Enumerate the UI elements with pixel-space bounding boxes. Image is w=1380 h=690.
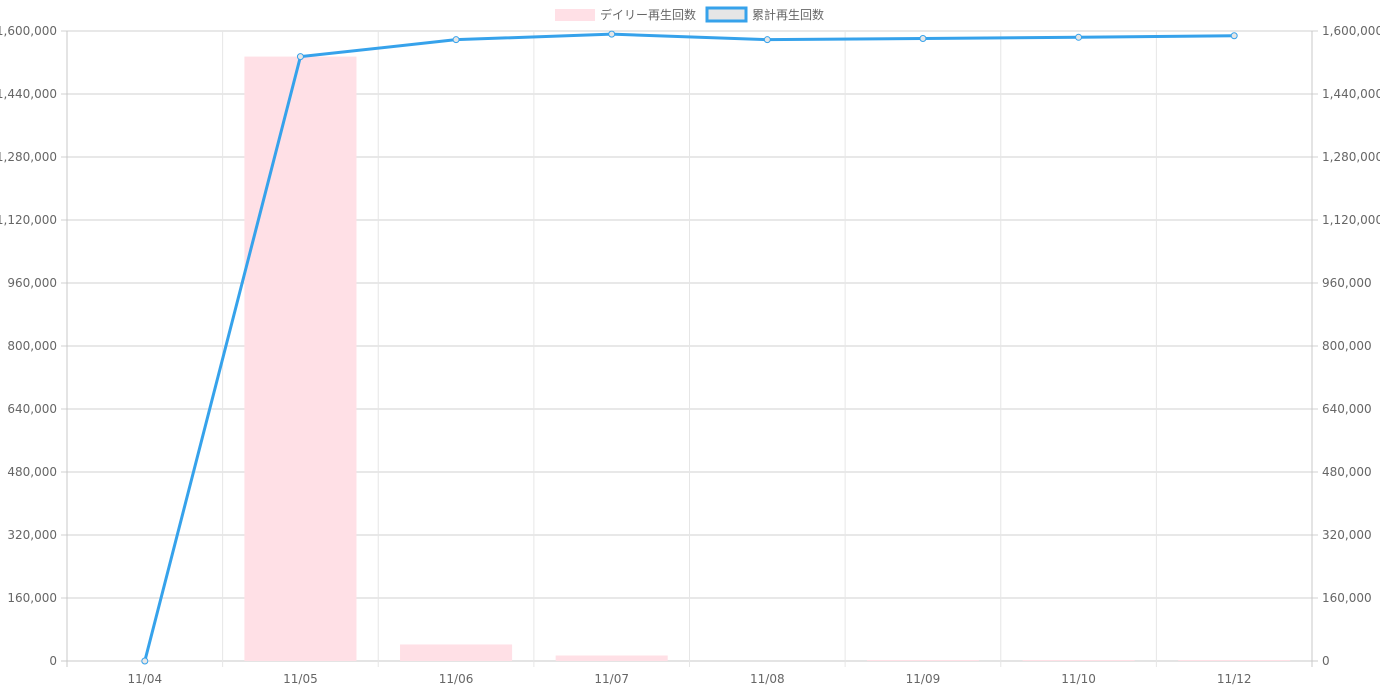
- legend-label-daily: デイリー再生回数: [600, 7, 696, 22]
- y-tick-label-left: 320,000: [7, 528, 57, 542]
- x-tick-label: 11/06: [439, 672, 474, 686]
- legend-item-cumulative[interactable]: 累計再生回数: [705, 6, 824, 23]
- y-tick-label-left: 1,120,000: [0, 213, 57, 227]
- point-cumulative[interactable]: [296, 53, 304, 61]
- y-tick-label-right: 1,120,000: [1322, 213, 1380, 227]
- y-tick-label-right: 800,000: [1322, 339, 1372, 353]
- axes: 0 0 160,000 160,000 320,000 320,000 480,000 480…: [0, 24, 1380, 686]
- y-tick-label-right: 0: [1322, 654, 1330, 668]
- legend[interactable]: デイリー再生回数 累計再生回数: [555, 6, 824, 23]
- point-cumulative[interactable]: [919, 34, 927, 42]
- x-tick-label: 11/08: [750, 672, 785, 686]
- x-tick-label: 11/09: [906, 672, 941, 686]
- y-tick-label-left: 160,000: [7, 591, 57, 605]
- legend-swatch-cumulative: [705, 6, 748, 23]
- bar-daily[interactable]: [400, 644, 513, 661]
- y-tick-label-right: 1,280,000: [1322, 150, 1380, 164]
- legend-swatch-daily: [555, 9, 595, 21]
- bar-daily[interactable]: [1178, 660, 1291, 661]
- bar-daily[interactable]: [244, 56, 357, 661]
- bar-daily[interactable]: [1022, 660, 1135, 661]
- bar-daily[interactable]: [555, 655, 668, 661]
- point-cumulative[interactable]: [763, 36, 771, 44]
- bar-daily[interactable]: [866, 660, 979, 661]
- point-cumulative[interactable]: [452, 36, 460, 44]
- line-cumulative: [143, 32, 1235, 662]
- y-tick-label-right: 160,000: [1322, 591, 1372, 605]
- legend-item-daily[interactable]: デイリー再生回数: [555, 7, 696, 22]
- y-tick-label-right: 1,600,000: [1322, 24, 1380, 38]
- point-cumulative[interactable]: [1075, 33, 1083, 41]
- y-tick-label-left: 1,440,000: [0, 87, 57, 101]
- bar-series: [244, 56, 1291, 661]
- y-tick-label-left: 0: [49, 654, 57, 668]
- y-tick-label-right: 480,000: [1322, 465, 1372, 479]
- x-tick-label: 11/07: [594, 672, 629, 686]
- point-cumulative[interactable]: [608, 30, 616, 38]
- y-tick-label-right: 320,000: [1322, 528, 1372, 542]
- x-tick-label: 11/05: [283, 672, 318, 686]
- x-tick-label: 11/10: [1061, 672, 1096, 686]
- point-cumulative[interactable]: [141, 657, 149, 665]
- x-tick-label: 11/04: [128, 672, 163, 686]
- y-tick-label-left: 640,000: [7, 402, 57, 416]
- y-tick-label-left: 800,000: [7, 339, 57, 353]
- y-tick-label-left: 480,000: [7, 465, 57, 479]
- x-tick-label: 11/12: [1217, 672, 1252, 686]
- y-tick-label-right: 960,000: [1322, 276, 1372, 290]
- point-cumulative[interactable]: [1230, 32, 1238, 40]
- line-series: [141, 30, 1238, 665]
- y-tick-label-left: 1,280,000: [0, 150, 57, 164]
- y-tick-label-left: 1,600,000: [0, 24, 57, 38]
- y-tick-label-right: 640,000: [1322, 402, 1372, 416]
- legend-label-cumulative: 累計再生回数: [752, 7, 824, 22]
- y-tick-label-left: 960,000: [7, 276, 57, 290]
- y-tick-label-right: 1,440,000: [1322, 87, 1380, 101]
